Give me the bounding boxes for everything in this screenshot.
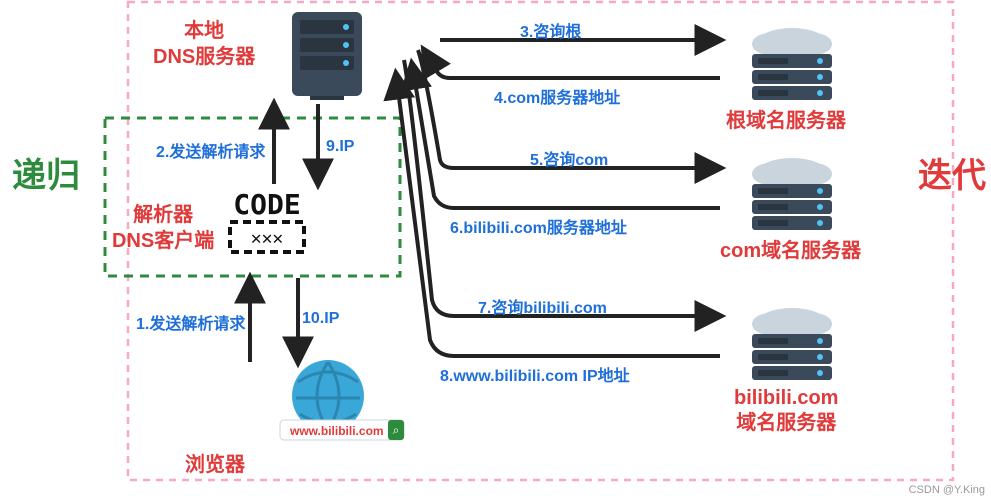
browser-label: 浏览器 bbox=[185, 448, 245, 477]
root-label: 根域名服务器 bbox=[726, 104, 846, 133]
bili-line2: 域名服务器 bbox=[734, 411, 838, 436]
arrow6-label: 6.bilibili.com服务器地址 bbox=[450, 214, 627, 238]
arrow3-label: 3.咨询根 bbox=[520, 18, 581, 42]
bili-line1: bilibili.com bbox=[734, 386, 838, 411]
arrow4-label: 4.com服务器地址 bbox=[494, 84, 620, 108]
arrow8-label: 8.www.bilibili.com IP地址 bbox=[440, 362, 630, 386]
arrow-4 bbox=[424, 50, 720, 78]
browser-url: www.bilibili.com bbox=[290, 424, 384, 438]
watermark: CSDN @Y.King bbox=[909, 484, 985, 496]
arrow7-label: 7.咨询bilibili.com bbox=[478, 294, 607, 318]
resolver-line1: 解析器 bbox=[112, 202, 214, 228]
com-server-icon bbox=[752, 158, 832, 230]
arrow10-label: 10.IP bbox=[302, 310, 339, 328]
local-dns-label: 本地 DNS服务器 bbox=[153, 18, 255, 70]
local-dns-line1: 本地 bbox=[153, 18, 255, 44]
arrow5-label: 5.咨询com bbox=[530, 146, 608, 170]
resolver-line2: DNS客户端 bbox=[112, 228, 214, 254]
code-icon: CODE ✕✕✕ bbox=[230, 188, 304, 252]
local-dns-icon bbox=[292, 12, 362, 100]
resolver-label: 解析器 DNS客户端 bbox=[112, 202, 214, 254]
arrow9-label: 9.IP bbox=[326, 138, 354, 156]
arrow2-label: 2.发送解析请求 bbox=[156, 138, 265, 162]
local-dns-line2: DNS服务器 bbox=[153, 44, 255, 70]
svg-text:✕✕✕: ✕✕✕ bbox=[251, 228, 284, 249]
bili-server-icon bbox=[752, 308, 832, 380]
arrow1-label: 1.发送解析请求 bbox=[136, 310, 245, 334]
bili-label: bilibili.com 域名服务器 bbox=[734, 386, 838, 436]
svg-text:CODE: CODE bbox=[233, 188, 300, 221]
root-server-icon bbox=[752, 28, 832, 100]
recursion-title: 递归 bbox=[12, 148, 80, 197]
svg-text:⌕: ⌕ bbox=[393, 423, 400, 437]
iteration-title: 迭代 bbox=[918, 148, 986, 197]
com-label: com域名服务器 bbox=[720, 234, 861, 263]
